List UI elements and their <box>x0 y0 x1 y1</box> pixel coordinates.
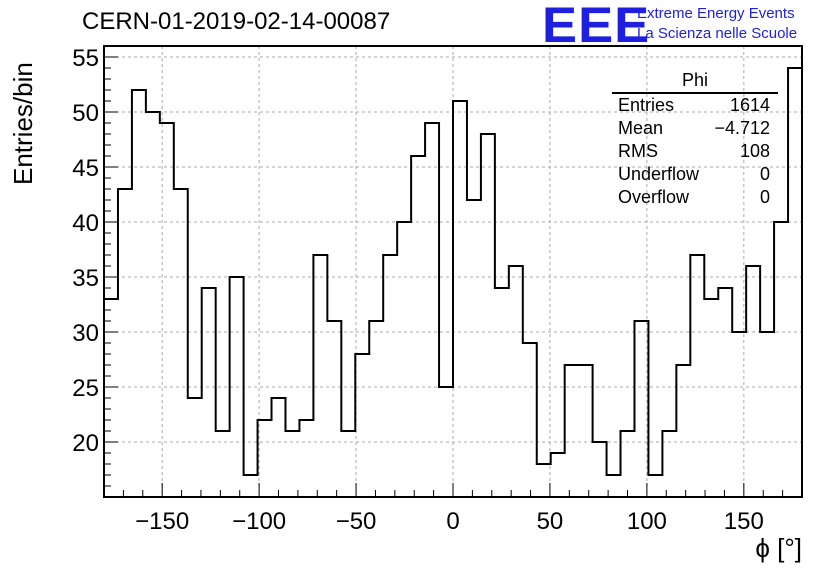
stats-value: 0 <box>759 187 770 207</box>
stats-box: Phi Entries 1614 Mean −4.712 RMS 108 Und… <box>612 70 778 209</box>
x-tick-label: −100 <box>232 508 286 535</box>
y-tick-label: 50 <box>72 100 99 127</box>
histogram-series <box>104 67 802 476</box>
plot-title: CERN-01-2019-02-14-00087 <box>82 8 391 35</box>
logo-line-1: Extreme Energy Events <box>637 5 795 22</box>
stats-label: Underflow <box>618 164 700 184</box>
stats-row: Mean −4.712 <box>612 117 778 140</box>
stats-row: Underflow 0 <box>612 163 778 186</box>
axis-ticks <box>103 45 803 497</box>
stats-value: 1614 <box>729 95 770 115</box>
stats-value: 0 <box>759 164 770 184</box>
stats-row: RMS 108 <box>612 140 778 163</box>
x-tick-label: 150 <box>724 508 764 535</box>
stats-label: Overflow <box>618 187 690 207</box>
x-axis-label: ϕ [°] <box>755 533 802 563</box>
stats-label: Mean <box>618 118 664 138</box>
x-tick-label: −150 <box>135 508 189 535</box>
y-axis-label: Entries/bin <box>8 62 38 185</box>
y-tick-label: 30 <box>72 320 99 347</box>
tick-labels: −150 −100 −50 0 50 100 150 20 25 30 35 40 45 50 55 <box>72 45 764 535</box>
eee-logo: EEE <box>542 0 651 53</box>
logo-line-2: La Scienza nelle Scuole <box>637 25 798 42</box>
y-tick-label: 55 <box>72 45 99 72</box>
x-tick-label: 50 <box>537 508 564 535</box>
y-tick-label: 40 <box>72 210 99 237</box>
x-tick-label: 100 <box>627 508 667 535</box>
stats-label: Entries <box>618 95 675 115</box>
x-tick-label: 0 <box>446 508 459 535</box>
stats-box-name: Phi <box>612 70 778 94</box>
y-tick-label: 25 <box>72 375 99 402</box>
stats-label: RMS <box>618 141 658 161</box>
y-tick-label: 35 <box>72 265 99 292</box>
stats-row: Overflow 0 <box>612 186 778 209</box>
y-tick-label: 20 <box>72 430 99 457</box>
x-tick-label: −50 <box>336 508 377 535</box>
stats-value: 108 <box>739 141 770 161</box>
y-tick-label: 45 <box>72 155 99 182</box>
stats-value: −4.712 <box>714 118 770 138</box>
stats-row: Entries 1614 <box>612 94 778 117</box>
